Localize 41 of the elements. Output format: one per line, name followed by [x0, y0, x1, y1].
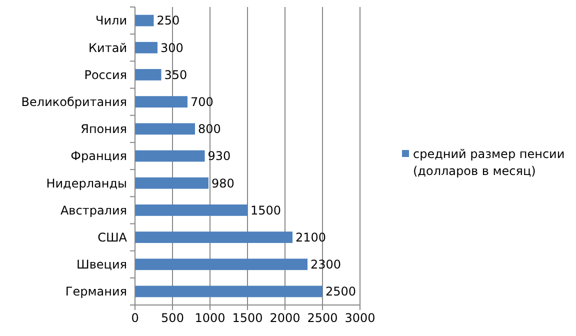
bar	[135, 14, 154, 26]
bar	[135, 150, 205, 162]
y-tick-label: Германия	[65, 284, 127, 299]
y-tick-label: Австралия	[60, 203, 127, 218]
bar	[135, 232, 292, 243]
data-label: 930	[208, 149, 231, 164]
x-tick-label: 2500	[307, 311, 338, 325]
data-label: 300	[160, 40, 184, 55]
x-tick-label: 3000	[344, 311, 376, 325]
y-tick-label: США	[98, 230, 128, 244]
data-label: 2100	[296, 230, 326, 244]
bar	[135, 69, 162, 80]
data-label: 1500	[250, 203, 282, 218]
data-label: 800	[198, 122, 221, 136]
data-label: 700	[190, 95, 214, 110]
x-tick-label: 0	[131, 311, 139, 325]
data-label: 350	[164, 68, 188, 82]
y-tick-label: Великобритания	[21, 95, 127, 110]
legend-label: средний размер пенсии (долларов в месяц)	[413, 147, 565, 178]
bar	[135, 258, 308, 270]
y-tick-label: Япония	[80, 122, 127, 136]
x-tick-label: 1500	[232, 311, 263, 325]
bar	[135, 96, 188, 108]
x-tick-label: 2000	[270, 311, 300, 325]
data-label: 2500	[326, 284, 356, 299]
y-tick-label: Франция	[70, 149, 127, 164]
bar	[135, 177, 208, 189]
y-tick-label: Швеция	[76, 258, 127, 272]
bar	[135, 123, 195, 135]
y-tick-label: Россия	[84, 68, 127, 82]
bar	[135, 42, 158, 54]
y-tick-label: Китай	[88, 40, 127, 55]
data-label: 2300	[310, 258, 342, 272]
y-tick-label: Чили	[96, 14, 127, 28]
x-tick-label: 1000	[194, 311, 226, 325]
bar	[135, 204, 248, 216]
bar	[135, 286, 322, 298]
y-tick-label: Нидерланды	[46, 176, 127, 190]
data-label: 980	[212, 176, 234, 190]
data-label: 250	[156, 14, 180, 28]
x-tick-label: 500	[161, 311, 184, 325]
